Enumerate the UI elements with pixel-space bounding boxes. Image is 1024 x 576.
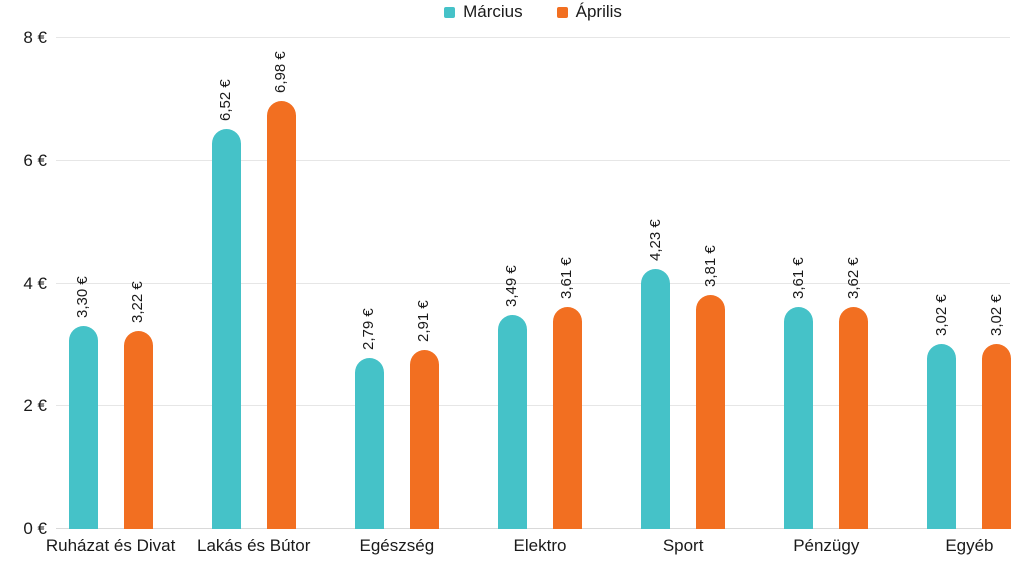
bar-aprilis[interactable]: 2,91 € <box>409 301 439 529</box>
y-tick-label: 0 € <box>23 519 47 538</box>
x-axis-labels: Ruházat és Divat Lakás és Bútor Egészség El… <box>39 536 1024 556</box>
bar-group: 4,23 € 3,81 € <box>612 38 755 529</box>
category-label: Sport <box>662 536 704 555</box>
bar-marcius[interactable]: 2,79 € <box>354 308 384 529</box>
bar-value-label: 2,79 € <box>360 308 378 350</box>
category-label: Ruházat és Divat <box>45 536 176 555</box>
legend-item-marcius[interactable]: Március <box>444 2 523 22</box>
legend-label: Március <box>463 2 523 21</box>
x-axis-line <box>56 528 1010 529</box>
bar-value-label: 2,91 € <box>415 300 433 343</box>
bar-marcius[interactable]: 4,23 € <box>641 220 671 529</box>
bar-group: 3,30 € 3,22 € <box>39 38 182 529</box>
bar-marcius[interactable]: 6,52 € <box>211 79 241 529</box>
bar-group: 6,52 € 6,98 € <box>182 38 325 529</box>
bar-value-label: 3,22 € <box>129 281 147 324</box>
bar-value-label: 3,49 € <box>503 265 521 307</box>
gridline <box>56 282 1010 284</box>
bar-aprilis[interactable]: 3,62 € <box>839 257 869 529</box>
bar-groups: 3,30 € 3,22 € 6,52 € 6,98 € 2,79 € 2,91 € 3,49… <box>39 38 1024 529</box>
bar-value-label: 3,02 € <box>987 293 1005 336</box>
y-tick-label: 6 € <box>23 150 47 170</box>
category-label: Elektro <box>513 536 567 555</box>
bar-value-label: 4,23 € <box>646 219 664 262</box>
bar-aprilis[interactable]: 3,02 € <box>982 294 1012 529</box>
bar-value-label: 6,98 € <box>272 50 290 93</box>
bar-group: 3,49 € 3,61 € <box>468 38 611 529</box>
bar-aprilis[interactable]: 3,61 € <box>552 258 582 529</box>
chart-legend: Március Április <box>56 2 1010 22</box>
bar-value-label: 3,61 € <box>789 257 807 300</box>
bar-value-label: 6,52 € <box>217 79 235 121</box>
bar-value-label: 3,81 € <box>701 245 719 288</box>
bar-group: 2,79 € 2,91 € <box>325 38 468 529</box>
category-label: Egyéb <box>945 536 994 555</box>
y-axis: 0 € 2 € 4 € 6 € 8 € <box>0 28 47 538</box>
plot-area <box>56 37 1010 529</box>
bar-marcius[interactable]: 3,49 € <box>497 265 527 529</box>
category-label: Egészség <box>359 536 435 555</box>
bar-aprilis[interactable]: 6,98 € <box>266 51 296 529</box>
bar-value-label: 3,02 € <box>932 293 950 336</box>
legend-swatch-icon <box>444 6 456 18</box>
bar-group: 3,02 € 3,02 € <box>898 38 1024 529</box>
category-label: Lakás és Bútor <box>197 536 311 555</box>
bar-aprilis[interactable]: 3,22 € <box>123 282 153 529</box>
bar-aprilis[interactable]: 3,81 € <box>696 245 726 529</box>
bar-marcius[interactable]: 3,02 € <box>927 294 957 529</box>
bar-value-label: 3,30 € <box>74 276 92 319</box>
gridline <box>56 37 1010 38</box>
category-label: Pénzügy <box>793 536 860 555</box>
y-tick-label: 2 € <box>23 396 47 416</box>
y-tick-label: 8 € <box>23 28 47 47</box>
bar-marcius[interactable]: 3,30 € <box>68 277 98 529</box>
legend-label: Április <box>575 2 622 21</box>
bar-group: 3,61 € 3,62 € <box>755 38 898 529</box>
bar-value-label: 3,61 € <box>558 257 576 300</box>
bar-value-label: 3,62 € <box>844 257 862 299</box>
gridline <box>56 159 1010 161</box>
legend-item-aprilis[interactable]: Április <box>556 2 622 22</box>
y-tick-label: 4 € <box>23 273 47 293</box>
gridline <box>56 405 1010 407</box>
bar-marcius[interactable]: 3,61 € <box>784 258 814 529</box>
legend-swatch-icon <box>556 6 568 18</box>
